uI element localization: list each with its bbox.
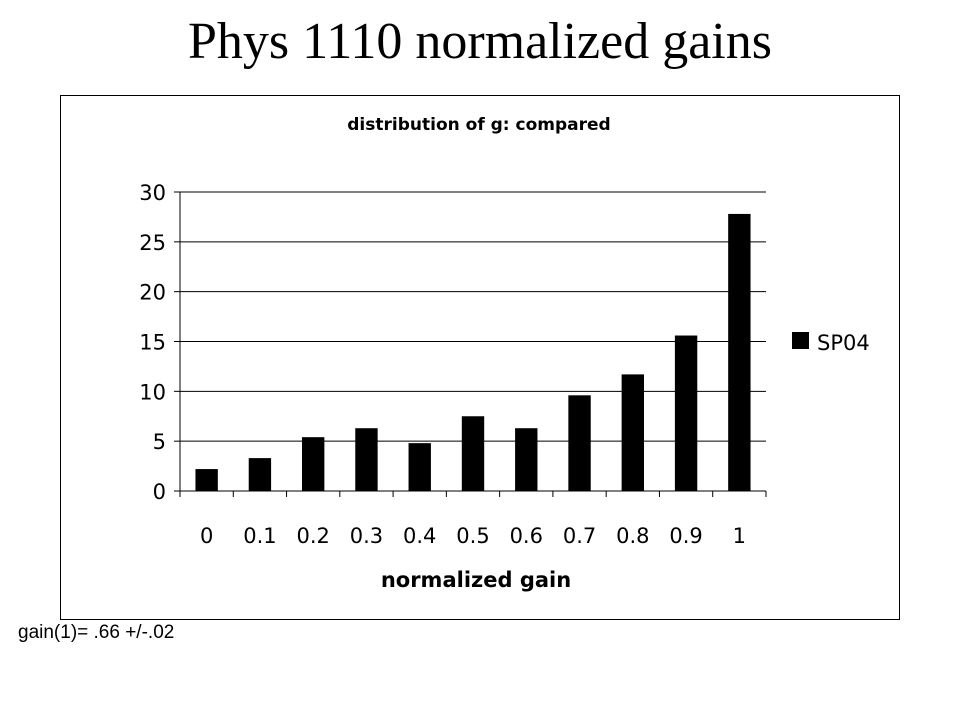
legend: SP04 [792, 331, 870, 355]
bar-1 [728, 213, 751, 491]
bar-chart: distribution of g: compared 051015202530… [139, 115, 870, 592]
legend-swatch-sp04 [792, 332, 809, 349]
y-tick-label-10: 10 [139, 380, 166, 404]
y-tick-label-30: 30 [139, 181, 166, 205]
x-tick-labels: 0 0.1 0.2 0.3 0.4 0.5 0.6 0.7 0.8 0.9 1 [200, 524, 746, 548]
x-axis-label: normalized gain [381, 568, 571, 592]
x-tick-label-0.3: 0.3 [350, 524, 383, 548]
x-tick-label-0.9: 0.9 [669, 524, 702, 548]
x-tick-label-0.8: 0.8 [616, 524, 649, 548]
x-tick-label-0.2: 0.2 [296, 524, 329, 548]
bar-0.5 [461, 416, 485, 491]
bar-0 [195, 469, 218, 491]
bar-0.8 [621, 374, 645, 491]
y-tick-label-5: 5 [153, 430, 166, 454]
x-tick-label-1: 1 [733, 524, 746, 548]
y-tick-labels: 0 5 10 15 20 25 30 [139, 181, 166, 504]
bar-0.2 [301, 437, 325, 491]
gridlines [174, 191, 767, 497]
legend-label-sp04: SP04 [817, 331, 870, 355]
chart-frame: distribution of g: compared 0 5 10 15 20 25 30… [60, 95, 900, 620]
x-tick-label-0.1: 0.1 [243, 524, 276, 548]
y-tick-label-25: 25 [139, 231, 166, 255]
bars [195, 213, 751, 491]
x-tick-label-0: 0 [200, 524, 213, 548]
bar-0.1 [248, 458, 272, 491]
chart-title: distribution of g: compared [347, 115, 610, 135]
bar-0.9 [674, 335, 698, 491]
bar-0.3 [355, 428, 378, 491]
axes [179, 192, 766, 492]
bar-0.6 [515, 428, 538, 491]
x-tick-label-0.7: 0.7 [563, 524, 596, 548]
x-tick-label-0.4: 0.4 [403, 524, 436, 548]
y-tick-label-0: 0 [153, 480, 166, 504]
y-tick-label-20: 20 [139, 281, 166, 305]
bar-0.4 [408, 443, 431, 491]
slide-title: Phys 1110 normalized gains [188, 13, 772, 70]
y-tick-label-15: 15 [139, 331, 166, 355]
x-tick-label-0.5: 0.5 [456, 524, 489, 548]
x-tick-label-0.6: 0.6 [510, 524, 543, 548]
footnote: gain(1)= .66 +/-.02 [18, 622, 175, 643]
bar-0.7 [568, 395, 591, 491]
